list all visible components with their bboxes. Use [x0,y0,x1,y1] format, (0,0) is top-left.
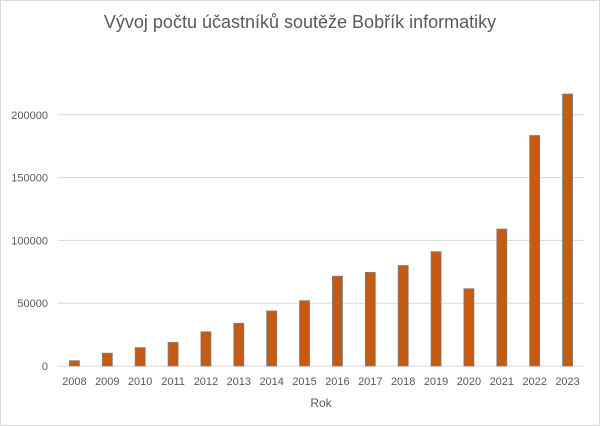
bar-2017 [364,272,376,367]
x-tick-label: 2015 [292,376,316,388]
x-axis-title: Rok [310,396,332,410]
x-tick-label: 2022 [522,376,546,388]
x-axis-ticks: 2008 2009 2010 2011 2012 2013 2014 2015 2016 2017… [62,376,580,388]
bars [69,93,573,367]
bar-2010 [134,347,146,367]
bar-2020 [463,288,475,367]
bar-2013 [233,322,245,367]
x-tick-label: 2014 [259,376,283,388]
y-tick-label: 200000 [11,110,48,122]
y-tick-label: 100000 [11,235,48,247]
x-tick-label: 2010 [128,376,152,388]
bar-2022 [529,135,541,367]
chart-title: Vývoj počtu účastníků soutěže Bobřík inf… [103,12,497,32]
bar-2011 [167,341,179,367]
x-tick-label: 2016 [325,376,349,388]
x-tick-label: 2013 [227,376,251,388]
y-axis-ticks: 0 50000 100000 150000 200000 [11,110,48,373]
y-tick-label: 0 [42,361,48,373]
bar-2014 [266,310,278,367]
bar-2015 [299,300,310,367]
x-tick-label: 2021 [490,376,514,388]
x-tick-label: 2019 [424,376,448,388]
gridlines [58,114,584,367]
bar-2019 [430,251,442,367]
x-tick-label: 2018 [391,376,415,388]
bar-2012 [200,331,212,367]
y-tick-label: 50000 [17,298,48,310]
x-tick-label: 2020 [457,376,481,388]
x-tick-label: 2023 [555,376,579,388]
x-tick-label: 2011 [161,376,185,388]
bar-2009 [101,352,113,367]
x-tick-label: 2009 [95,376,119,388]
x-tick-label: 2017 [358,376,382,388]
bar-2023 [562,93,573,367]
bar-2021 [496,228,508,367]
x-tick-label: 2012 [194,376,218,388]
bar-2008 [69,360,80,367]
x-tick-label: 2008 [62,376,86,388]
bar-2018 [397,265,409,367]
y-tick-label: 150000 [11,173,48,185]
bar-2016 [332,275,343,367]
